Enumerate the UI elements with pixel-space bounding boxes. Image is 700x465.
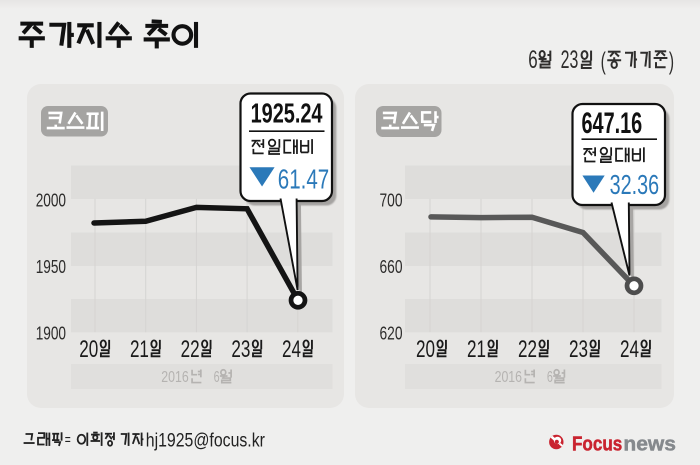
svg-text:21: 21 (467, 337, 486, 363)
svg-text:24: 24 (620, 337, 639, 363)
svg-text:6: 6 (528, 46, 537, 74)
svg-text:6: 6 (547, 369, 553, 386)
svg-text:1925.24: 1925.24 (251, 98, 323, 129)
svg-text:23: 23 (569, 337, 588, 363)
svg-text:24: 24 (282, 337, 301, 363)
svg-text:(: ( (601, 48, 607, 76)
svg-text:660: 660 (380, 256, 403, 277)
svg-text:6: 6 (214, 369, 220, 386)
svg-text:news: news (623, 432, 676, 455)
svg-text:2016: 2016 (495, 369, 522, 386)
svg-text:22: 22 (181, 337, 200, 363)
svg-text:22: 22 (518, 337, 537, 363)
svg-text:): ) (669, 48, 674, 76)
svg-text:23: 23 (231, 337, 250, 363)
svg-text:21: 21 (130, 337, 149, 363)
svg-text:647.16: 647.16 (582, 107, 643, 140)
svg-text:1950: 1950 (36, 256, 66, 277)
svg-text:61.47: 61.47 (278, 163, 329, 194)
svg-text:20: 20 (416, 337, 435, 363)
svg-text:=: = (65, 432, 71, 449)
svg-text:620: 620 (380, 322, 403, 343)
svg-text:20: 20 (79, 337, 98, 363)
svg-text:23: 23 (561, 46, 579, 74)
svg-text:700: 700 (380, 190, 403, 211)
svg-text:hj1925@focus.kr: hj1925@focus.kr (146, 430, 266, 451)
svg-text:Focus: Focus (572, 432, 622, 455)
svg-text:2016: 2016 (161, 369, 188, 386)
svg-text:32.36: 32.36 (610, 169, 660, 200)
svg-text:2000: 2000 (36, 190, 66, 211)
svg-text:1900: 1900 (36, 322, 66, 343)
